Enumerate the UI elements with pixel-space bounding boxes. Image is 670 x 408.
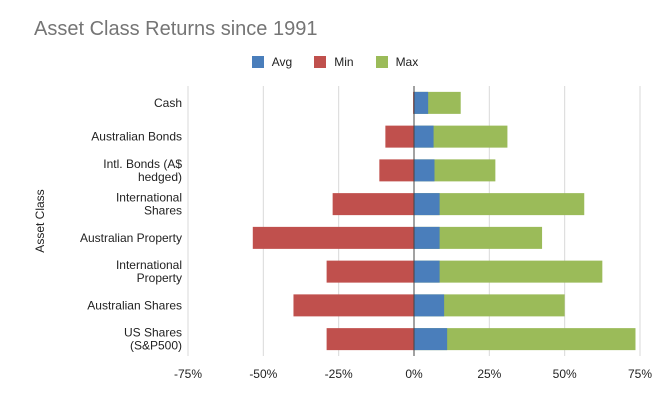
bar-min — [379, 159, 414, 182]
bar-avg — [414, 91, 429, 114]
y-category-label: hedged) — [138, 170, 182, 184]
bar-min — [332, 193, 414, 216]
x-tick-label: 0% — [405, 367, 423, 381]
bar-min — [293, 294, 414, 317]
x-tick-label: 25% — [477, 367, 501, 381]
x-tick-label: -50% — [249, 367, 277, 381]
x-tick-label: 75% — [628, 367, 652, 381]
x-tick-label: -75% — [174, 367, 202, 381]
bar-avg — [414, 193, 440, 216]
legend-label-min: Min — [334, 55, 354, 69]
bar-avg — [414, 159, 435, 182]
chart-legend: Avg Min Max — [0, 55, 670, 69]
bar-min — [326, 328, 414, 351]
y-category-label: Australian Shares — [87, 298, 182, 312]
y-category-label: International — [116, 258, 182, 272]
y-category-label: International — [116, 191, 182, 205]
bar-avg — [414, 328, 448, 351]
chart-title: Asset Class Returns since 1991 — [34, 18, 318, 40]
bar-max — [414, 260, 603, 283]
bar-max — [414, 125, 508, 148]
legend-item-min: Min — [314, 55, 354, 69]
y-category-label: Australian Property — [80, 231, 182, 245]
bar-avg — [414, 226, 440, 249]
bar-max — [414, 294, 565, 317]
x-tick-label: -25% — [325, 367, 353, 381]
bar-min — [326, 260, 414, 283]
y-category-label: Property — [137, 271, 182, 285]
bar-min — [385, 125, 414, 148]
y-category-label: Shares — [144, 204, 182, 218]
legend-swatch-max — [375, 56, 388, 68]
bar-max — [414, 226, 543, 249]
legend-item-max: Max — [375, 55, 419, 69]
bar-max — [414, 328, 636, 351]
bar-avg — [414, 294, 445, 317]
legend-swatch-min — [314, 56, 327, 68]
y-axis-title: Asset Class — [33, 189, 47, 252]
y-category-label: (S&P500) — [130, 339, 182, 353]
legend-item-avg: Avg — [251, 55, 293, 69]
legend-swatch-avg — [251, 56, 264, 68]
bar-avg — [414, 125, 434, 148]
y-category-label: Cash — [154, 96, 182, 110]
bar-min — [252, 226, 414, 249]
bar-max — [414, 193, 585, 216]
y-category-label: US Shares — [124, 326, 182, 340]
legend-label-max: Max — [395, 55, 419, 69]
x-tick-label: 50% — [553, 367, 577, 381]
bar-avg — [414, 260, 440, 283]
y-category-label: Australian Bonds — [91, 130, 182, 144]
legend-label-avg: Avg — [271, 55, 293, 69]
y-category-label: Intl. Bonds (A$ — [103, 157, 182, 171]
